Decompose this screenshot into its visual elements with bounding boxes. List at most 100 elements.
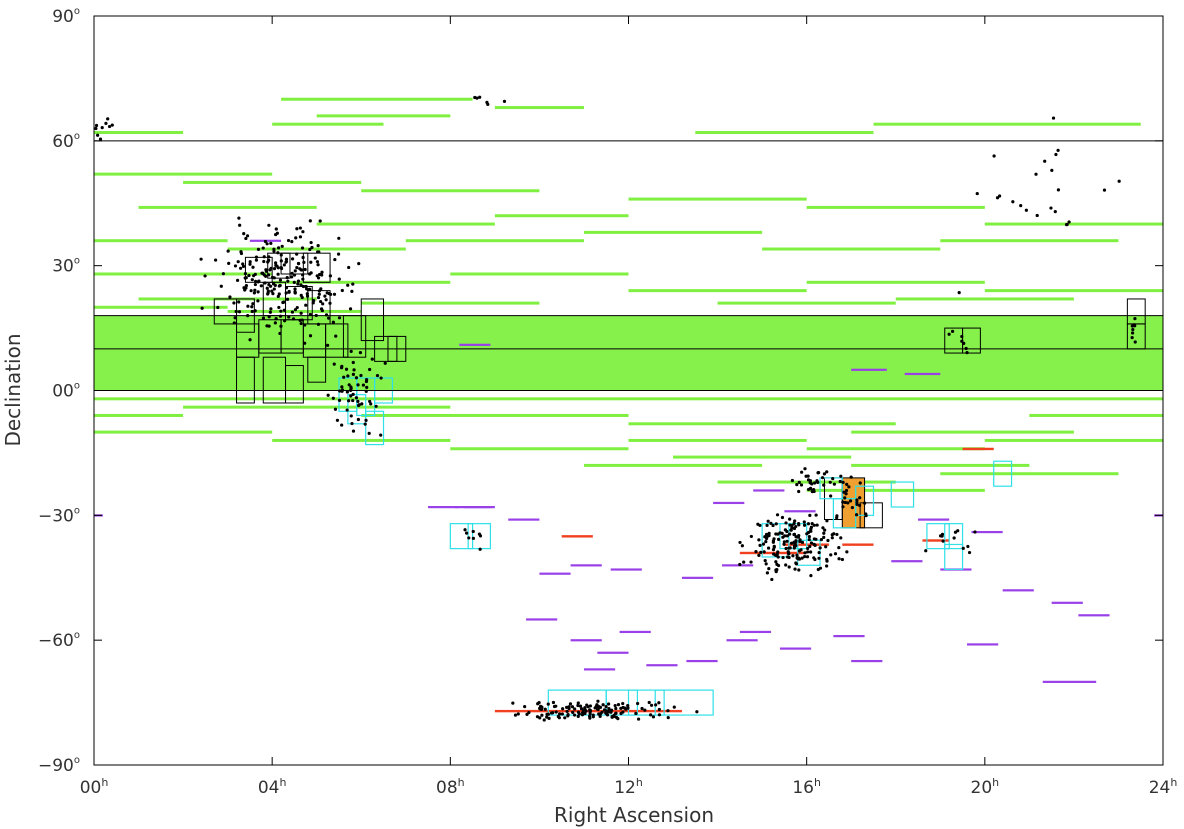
green-strip xyxy=(94,131,184,135)
purple-strip xyxy=(726,639,758,642)
point-source xyxy=(821,526,825,530)
point-source xyxy=(975,191,979,196)
purple-strip xyxy=(784,510,816,513)
point-source xyxy=(807,538,811,542)
point-source xyxy=(301,230,305,234)
point-source xyxy=(323,294,327,298)
green-strip xyxy=(851,430,1074,434)
purple-strip xyxy=(851,368,887,371)
point-source xyxy=(351,372,356,376)
point-source xyxy=(654,703,658,707)
point-source xyxy=(822,535,826,539)
point-source xyxy=(242,286,246,290)
point-source xyxy=(1102,188,1107,192)
point-source xyxy=(784,563,788,567)
point-source xyxy=(797,556,801,560)
green-strip xyxy=(227,247,406,251)
point-source xyxy=(253,272,257,277)
point-source xyxy=(962,341,966,345)
cyan-field xyxy=(627,689,665,716)
point-source xyxy=(268,310,272,314)
green-strip xyxy=(984,222,1163,226)
purple-strip xyxy=(508,518,540,521)
point-source xyxy=(279,266,283,270)
point-source xyxy=(778,531,782,535)
point-source xyxy=(826,538,830,543)
point-source xyxy=(287,290,291,294)
point-source xyxy=(465,531,469,535)
point-source xyxy=(301,284,306,289)
point-source xyxy=(537,701,541,705)
point-source xyxy=(305,292,309,296)
red-strip xyxy=(922,539,950,542)
point-source xyxy=(347,399,351,403)
point-source xyxy=(346,374,350,378)
point-source xyxy=(825,519,829,523)
point-source xyxy=(300,246,305,250)
x-tick-label: 08h xyxy=(436,776,465,798)
point-source xyxy=(847,485,851,489)
point-source xyxy=(1011,200,1015,204)
y-tick-label: 30o xyxy=(52,256,80,277)
point-source xyxy=(471,536,475,540)
point-source xyxy=(837,557,841,561)
point-source xyxy=(277,305,281,310)
y-tick-label: 60o xyxy=(52,131,80,152)
point-source xyxy=(278,331,282,336)
cyan-field xyxy=(654,689,714,716)
point-source xyxy=(616,703,621,707)
point-source xyxy=(613,703,617,708)
point-source xyxy=(542,718,546,722)
point-source xyxy=(316,322,321,326)
green-strip xyxy=(450,272,629,276)
point-source xyxy=(785,539,789,543)
point-source xyxy=(274,316,278,321)
point-source xyxy=(643,708,647,712)
green-strip xyxy=(806,205,985,209)
point-source xyxy=(775,513,780,517)
point-source xyxy=(961,546,965,550)
point-source xyxy=(383,361,387,365)
point-source xyxy=(331,320,335,324)
green-survey-strips xyxy=(94,97,1163,492)
point-source xyxy=(815,479,819,483)
point-source xyxy=(601,703,605,707)
green-strip xyxy=(673,455,852,459)
point-source xyxy=(1131,327,1135,332)
point-source xyxy=(774,553,778,557)
green-strip xyxy=(984,289,1163,293)
point-source xyxy=(568,702,573,706)
point-source xyxy=(863,501,867,505)
point-source xyxy=(614,715,619,719)
point-source xyxy=(523,705,527,709)
point-source xyxy=(286,238,291,243)
point-source xyxy=(293,308,298,312)
point-source xyxy=(1133,317,1137,321)
point-source xyxy=(802,523,807,527)
point-source xyxy=(332,292,337,296)
point-source xyxy=(792,521,796,526)
point-source xyxy=(604,712,609,716)
point-source xyxy=(253,288,257,292)
point-source xyxy=(840,557,844,562)
point-source xyxy=(810,482,814,486)
point-source xyxy=(695,710,699,714)
point-source xyxy=(298,235,303,239)
point-source xyxy=(315,260,320,264)
point-source xyxy=(593,706,597,710)
point-source xyxy=(98,137,103,141)
point-source xyxy=(786,551,791,556)
point-source xyxy=(759,550,763,554)
point-source xyxy=(356,417,360,422)
point-source xyxy=(816,471,820,475)
purple-strip xyxy=(904,372,941,376)
purple-strip xyxy=(459,343,491,346)
point-source xyxy=(346,283,350,287)
point-source xyxy=(285,297,290,301)
point-source xyxy=(793,567,797,571)
point-source xyxy=(326,343,330,347)
x-axis-label: Right Ascension xyxy=(554,803,714,827)
point-source xyxy=(250,278,254,282)
point-source xyxy=(565,709,569,714)
